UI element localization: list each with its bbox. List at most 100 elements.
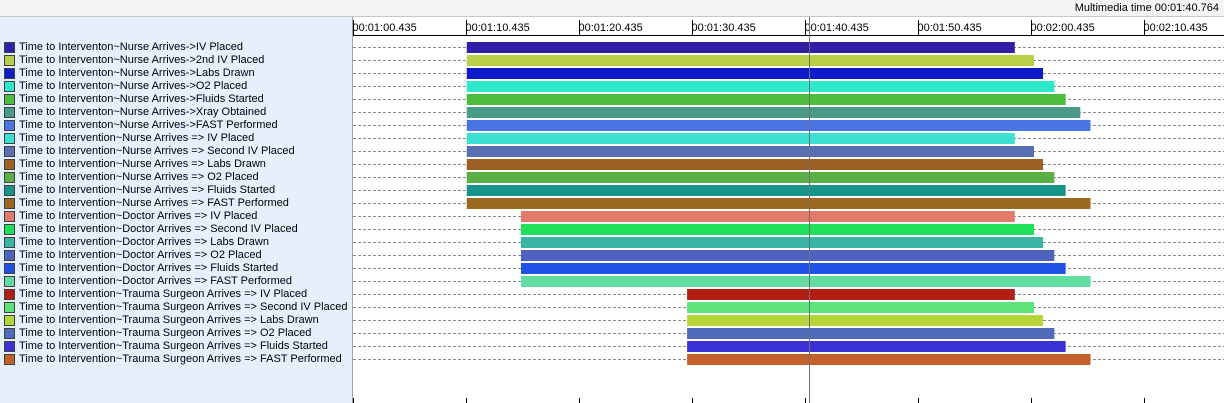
- timeline-bar[interactable]: [520, 250, 1055, 261]
- timeline-bar[interactable]: [466, 159, 1044, 170]
- legend-color-swatch: [4, 302, 15, 313]
- time-tick-label: 00:01:00.435: [353, 22, 417, 34]
- legend-item[interactable]: Time to Interventon~Nurse Arrives->Xray …: [4, 106, 350, 119]
- legend-item[interactable]: Time to Intervention~Nurse Arrives => Fl…: [4, 184, 350, 197]
- legend-item-label: Time to Intervention~Trauma Surgeon Arri…: [19, 301, 348, 313]
- legend-color-swatch: [4, 237, 15, 248]
- legend-item-label: Time to Intervention~Nurse Arrives => Fl…: [19, 184, 276, 196]
- legend-item-label: Time to Intervention~Trauma Surgeon Arri…: [19, 314, 319, 326]
- timeline-bar[interactable]: [687, 302, 1034, 313]
- time-tick-label: 00:01:40.435: [805, 22, 869, 34]
- legend-color-swatch: [4, 198, 15, 209]
- legend-item[interactable]: Time to Intervention~Doctor Arrives => L…: [4, 236, 350, 249]
- legend-item-label: Time to Intervention~Trauma Surgeon Arri…: [19, 288, 308, 300]
- legend-item[interactable]: Time to Interventon~Nurse Arrives->Labs …: [4, 67, 350, 80]
- time-tick-label: 00:01:10.435: [466, 22, 530, 34]
- legend-item[interactable]: Time to Interventon~Nurse Arrives->Fluid…: [4, 93, 350, 106]
- time-tick-label: 00:01:20.435: [579, 22, 643, 34]
- legend-item[interactable]: Time to Intervention~Trauma Surgeon Arri…: [4, 301, 350, 314]
- legend-item[interactable]: Time to Intervention~Nurse Arrives => La…: [4, 158, 350, 171]
- timeline-bar[interactable]: [520, 276, 1091, 287]
- legend-item-label: Time to Interventon~Nurse Arrives->O2 Pl…: [19, 80, 248, 92]
- legend-item[interactable]: Time to Intervention~Doctor Arrives => F…: [4, 262, 350, 275]
- legend-color-swatch: [4, 341, 15, 352]
- legend-color-swatch: [4, 120, 15, 131]
- timeline-bar[interactable]: [466, 107, 1081, 118]
- legend-item[interactable]: Time to Intervention~Trauma Surgeon Arri…: [4, 314, 350, 327]
- legend-color-swatch: [4, 81, 15, 92]
- timeline-bar[interactable]: [687, 328, 1055, 339]
- legend-color-swatch: [4, 68, 15, 79]
- legend-item[interactable]: Time to Interventon~Nurse Arrives->O2 Pl…: [4, 80, 350, 93]
- legend-color-swatch: [4, 133, 15, 144]
- legend-item[interactable]: Time to Intervention~Doctor Arrives => I…: [4, 210, 350, 223]
- legend-item-label: Time to Intervention~Doctor Arrives => L…: [19, 236, 269, 248]
- timeline-panel[interactable]: 00:01:00.435 00:01:10.435 00:01:20.435 00:0…: [353, 17, 1224, 403]
- legend-item[interactable]: Time to Intervention~Nurse Arrives => O2…: [4, 171, 350, 184]
- timeline-bar[interactable]: [466, 185, 1066, 196]
- timeline-bar[interactable]: [687, 341, 1066, 352]
- legend-item-label: Time to Interventon~Nurse Arrives->FAST …: [19, 119, 278, 131]
- legend-item[interactable]: Time to Interventon~Nurse Arrives->FAST …: [4, 119, 350, 132]
- legend-item[interactable]: Time to Intervention~Trauma Surgeon Arri…: [4, 288, 350, 301]
- timeline-bar[interactable]: [466, 133, 1015, 144]
- timeline-bar[interactable]: [466, 81, 1055, 92]
- legend-item[interactable]: Time to Intervention~Nurse Arrives => Se…: [4, 145, 350, 158]
- legend-item-label: Time to Interventon~Nurse Arrives->2nd I…: [19, 54, 265, 66]
- legend-color-swatch: [4, 224, 15, 235]
- legend-item[interactable]: Time to Interventon~Nurse Arrives->2nd I…: [4, 54, 350, 67]
- legend-item[interactable]: Time to Intervention~Trauma Surgeon Arri…: [4, 340, 350, 353]
- timeline-bar[interactable]: [520, 224, 1034, 235]
- timeline-bar[interactable]: [466, 68, 1044, 79]
- legend-item-label: Time to Intervention~Trauma Surgeon Arri…: [19, 340, 328, 352]
- status-bar: Multimedia time 00:01:40.764: [0, 0, 1224, 17]
- timeline-bar[interactable]: [687, 315, 1044, 326]
- timeline-chart[interactable]: 00:01:00.435 00:01:10.435 00:01:20.435 00:0…: [353, 17, 1224, 403]
- legend-item-label: Time to Intervention~Nurse Arrives => Se…: [19, 145, 295, 157]
- legend-color-swatch: [4, 94, 15, 105]
- legend-color-swatch: [4, 159, 15, 170]
- legend-item[interactable]: Time to Intervention~Doctor Arrives => O…: [4, 249, 350, 262]
- legend-color-swatch: [4, 42, 15, 53]
- timeline-bar[interactable]: [687, 289, 1015, 300]
- timeline-bar[interactable]: [520, 211, 1015, 222]
- timeline-bar[interactable]: [466, 198, 1091, 209]
- timeline-bar[interactable]: [687, 354, 1091, 365]
- legend-item-label: Time to Intervention~Doctor Arrives => I…: [19, 210, 258, 222]
- legend-color-swatch: [4, 211, 15, 222]
- legend-panel[interactable]: Time to Interventon~Nurse Arrives->IV Pl…: [0, 17, 353, 403]
- timeline-bar[interactable]: [466, 120, 1091, 131]
- legend-item[interactable]: Time to Intervention~Trauma Surgeon Arri…: [4, 327, 350, 340]
- legend-item-label: Time to Intervention~Doctor Arrives => S…: [19, 223, 298, 235]
- timeline-bar[interactable]: [520, 237, 1044, 248]
- timeline-bar[interactable]: [520, 263, 1066, 274]
- legend-item-label: Time to Interventon~Nurse Arrives->Labs …: [19, 67, 255, 79]
- timeline-bar[interactable]: [466, 55, 1034, 66]
- legend-color-swatch: [4, 55, 15, 66]
- legend-item-label: Time to Intervention~Doctor Arrives => F…: [19, 275, 292, 287]
- legend-color-swatch: [4, 354, 15, 365]
- legend-item[interactable]: Time to Intervention~Trauma Surgeon Arri…: [4, 353, 350, 366]
- legend-item-label: Time to Intervention~Doctor Arrives => F…: [19, 262, 279, 274]
- multimedia-time-readout: Multimedia time 00:01:40.764: [1074, 2, 1219, 14]
- legend-item[interactable]: Time to Intervention~Nurse Arrives => FA…: [4, 197, 350, 210]
- legend-item-label: Time to Intervention~Trauma Surgeon Arri…: [19, 353, 342, 365]
- legend-item[interactable]: Time to Intervention~Doctor Arrives => S…: [4, 223, 350, 236]
- timeline-bar[interactable]: [466, 172, 1055, 183]
- legend-item[interactable]: Time to Intervention~Doctor Arrives => F…: [4, 275, 350, 288]
- legend-item-label: Time to Interventon~Nurse Arrives->Fluid…: [19, 93, 264, 105]
- legend-item-label: Time to Intervention~Nurse Arrives => La…: [19, 158, 266, 170]
- legend-color-swatch: [4, 315, 15, 326]
- timeline-bar[interactable]: [466, 94, 1066, 105]
- timeline-bar[interactable]: [466, 146, 1034, 157]
- legend-item[interactable]: Time to Interventon~Nurse Arrives->IV Pl…: [4, 41, 350, 54]
- legend-color-swatch: [4, 263, 15, 274]
- timeline-bar[interactable]: [466, 42, 1015, 53]
- legend-color-swatch: [4, 172, 15, 183]
- legend-color-swatch: [4, 250, 15, 261]
- legend-color-swatch: [4, 107, 15, 118]
- legend-color-swatch: [4, 146, 15, 157]
- legend-item-label: Time to Intervention~Nurse Arrives => FA…: [19, 197, 289, 209]
- legend-item-label: Time to Interventon~Nurse Arrives->Xray …: [19, 106, 267, 118]
- legend-item[interactable]: Time to Intervention~Nurse Arrives => IV…: [4, 132, 350, 145]
